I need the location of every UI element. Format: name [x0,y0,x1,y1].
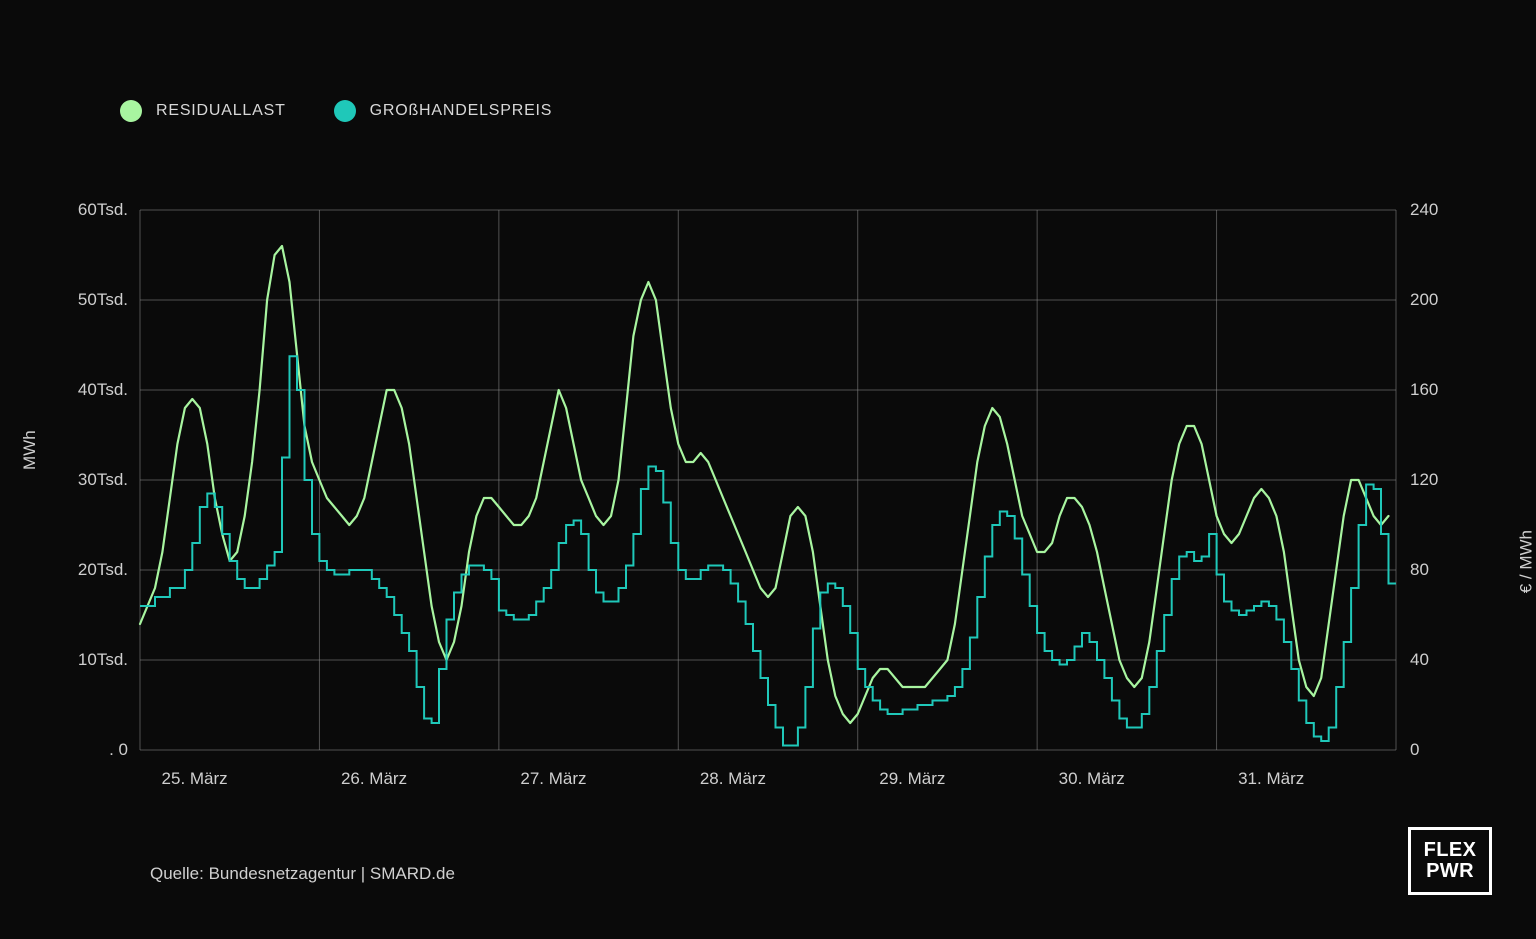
svg-text:120: 120 [1410,470,1438,489]
logo-line-1: FLEX [1424,839,1477,861]
brand-logo: FLEX PWR [1408,827,1492,895]
legend-label-price: GROßHANDELSPREIS [370,102,553,120]
legend-item-residual: RESIDUALLAST [120,100,286,122]
svg-text:200: 200 [1410,290,1438,309]
svg-text:30. März: 30. März [1059,769,1125,788]
svg-text:25. März: 25. März [162,769,228,788]
svg-text:80: 80 [1410,560,1429,579]
chart: . 0 0 10Tsd. 40 20Tsd. 80 30Tsd. 120 40Tsd. 160 50… [60,200,1476,820]
legend-item-price: GROßHANDELSPREIS [334,100,553,122]
svg-text:29. März: 29. März [879,769,945,788]
y-axis-left-label: MWh [20,430,40,470]
series-residual [140,246,1389,723]
y-axis-right-label: € / MWh [1516,530,1536,593]
legend: RESIDUALLAST GROßHANDELSPREIS [120,100,552,122]
svg-text:30Tsd.: 30Tsd. [78,470,128,489]
legend-swatch-price [334,100,356,122]
legend-label-residual: RESIDUALLAST [156,102,286,120]
svg-text:240: 240 [1410,200,1438,219]
svg-text:10Tsd.: 10Tsd. [78,650,128,669]
svg-text:40Tsd.: 40Tsd. [78,380,128,399]
series-price [140,356,1396,745]
svg-text:27. März: 27. März [520,769,586,788]
svg-text:60Tsd.: 60Tsd. [78,200,128,219]
svg-text:26. März: 26. März [341,769,407,788]
svg-text:. 0: . 0 [109,740,128,759]
logo-line-2: PWR [1426,860,1474,882]
chart-svg: . 0 0 10Tsd. 40 20Tsd. 80 30Tsd. 120 40Tsd. 160 50… [60,200,1476,820]
svg-text:31. März: 31. März [1238,769,1304,788]
svg-text:160: 160 [1410,380,1438,399]
svg-text:40: 40 [1410,650,1429,669]
source-text: Quelle: Bundesnetzagentur | SMARD.de [150,864,455,884]
svg-text:50Tsd.: 50Tsd. [78,290,128,309]
legend-swatch-residual [120,100,142,122]
svg-text:28. März: 28. März [700,769,766,788]
svg-text:0: 0 [1410,740,1419,759]
svg-text:20Tsd.: 20Tsd. [78,560,128,579]
